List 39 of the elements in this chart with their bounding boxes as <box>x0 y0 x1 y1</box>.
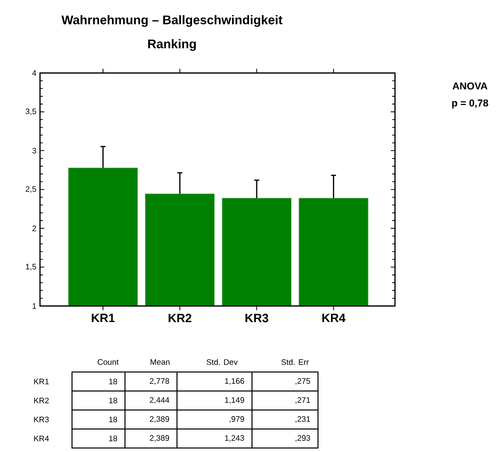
category-label: KR3 <box>34 416 49 422</box>
text: 18 <box>109 436 118 442</box>
x-tick-label: KR2 <box>168 314 192 322</box>
x-tick-label: KR3 <box>245 314 268 322</box>
category-label: KR1 <box>34 378 49 384</box>
y-tick-label: 4 <box>32 70 36 76</box>
y-tick-label: 3 <box>32 148 36 154</box>
y-tick-label: 1 <box>32 303 36 309</box>
text: 2,389 <box>150 416 170 423</box>
y-tick-label: 2 <box>32 226 36 232</box>
category-label: KR2 <box>34 398 49 404</box>
chart-title: Wahrnehmung – Ballgeschwindigkeit <box>61 15 282 27</box>
text: 18 <box>109 416 118 422</box>
x-tick-label: KR4 <box>322 314 346 322</box>
text: ,293 <box>296 435 310 442</box>
text: 18 <box>109 398 118 404</box>
text: ,979 <box>230 416 244 423</box>
text: ANOVA <box>452 82 488 90</box>
text: Count <box>98 359 119 365</box>
y-tick-label: 3,5 <box>26 108 36 116</box>
text: 1,166 <box>225 378 244 385</box>
text: Std. Err <box>281 359 309 365</box>
x-tick-label: KR1 <box>92 314 115 322</box>
text: 18 <box>109 378 118 384</box>
chart-subtitle: Ranking <box>148 39 196 51</box>
category-label: KR4 <box>34 436 49 442</box>
text: 1,149 <box>225 397 244 404</box>
text: p = 0,78 <box>452 99 488 109</box>
text: ,231 <box>296 416 310 423</box>
y-tick-label: 1,5 <box>26 264 36 270</box>
text: Std. Dev <box>206 359 238 365</box>
text: 2,444 <box>150 397 170 404</box>
text: ,271 <box>296 397 310 404</box>
text: ,275 <box>296 378 310 385</box>
text: Mean <box>150 359 170 365</box>
text: 2,778 <box>150 378 170 385</box>
text: 2,389 <box>150 435 170 442</box>
y-tick-label: 2,5 <box>26 186 36 193</box>
text: 1,243 <box>225 435 244 442</box>
